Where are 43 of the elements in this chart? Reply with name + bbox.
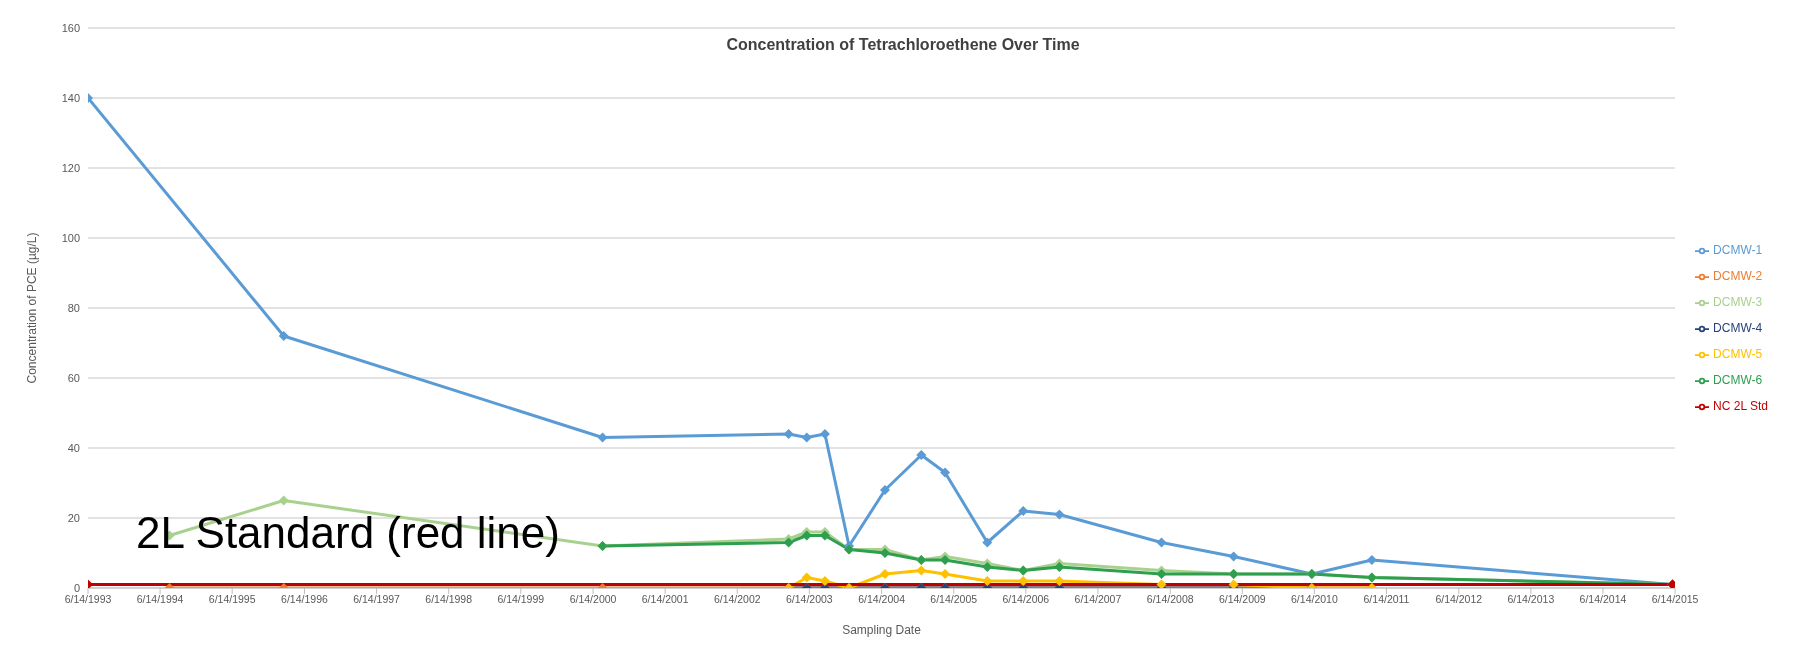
x-tick-label: 6/14/1993 xyxy=(64,593,112,606)
legend-label: DCMW-2 xyxy=(1713,269,1763,283)
x-tick-label: 6/14/1998 xyxy=(425,593,473,606)
x-tick-label: 6/14/2011 xyxy=(1363,593,1410,606)
x-tick-label: 6/14/2003 xyxy=(785,593,833,606)
x-tick-label: 6/14/2001 xyxy=(641,593,689,606)
y-tick-label: 160 xyxy=(61,21,80,34)
y-tick-label: 120 xyxy=(61,161,80,174)
x-axis-title: Sampling Date xyxy=(842,623,922,637)
y-tick-label: 0 xyxy=(73,581,80,594)
legend-label: DCMW-4 xyxy=(1713,321,1763,335)
x-tick-label: 6/14/1999 xyxy=(497,593,545,606)
x-tick-label: 6/14/1996 xyxy=(281,593,328,606)
text: Concentration of Tetrachloroethene Over Time xyxy=(725,36,1081,54)
x-tick-label: 6/14/2013 xyxy=(1507,593,1555,606)
legend-label: NC 2L Std xyxy=(1713,399,1768,413)
x-tick-label: 6/14/2015 xyxy=(1651,593,1699,606)
x-tick-label: 6/14/1994 xyxy=(136,593,184,606)
y-tick-label: 140 xyxy=(61,91,80,104)
x-tick-label: 6/14/2000 xyxy=(569,593,617,606)
y-tick-label: 60 xyxy=(67,371,80,384)
x-tick-label: 6/14/2010 xyxy=(1291,593,1338,606)
x-tick-label: 6/14/2004 xyxy=(858,593,906,606)
legend-label: DCMW-5 xyxy=(1713,347,1763,361)
y-tick-label: 100 xyxy=(61,231,80,244)
x-tick-label: 6/14/1997 xyxy=(353,593,401,606)
y-tick-label: 40 xyxy=(67,441,80,454)
x-tick-label: 6/14/2005 xyxy=(930,593,978,606)
legend-label: DCMW-6 xyxy=(1713,373,1763,387)
x-tick-label: 6/14/2002 xyxy=(713,593,761,606)
legend-label: DCMW-1 xyxy=(1713,243,1763,257)
annotation: 2L Standard (red line) xyxy=(136,508,560,558)
x-tick-label: 6/14/2006 xyxy=(1002,593,1050,606)
x-tick-label: 6/14/2007 xyxy=(1074,593,1122,606)
x-tick-label: 6/14/2009 xyxy=(1218,593,1266,606)
y-tick-label: 80 xyxy=(67,301,80,314)
y-tick-label: 20 xyxy=(67,511,80,524)
x-tick-label: 6/14/2012 xyxy=(1435,593,1483,606)
x-tick-label: 6/14/2008 xyxy=(1146,593,1194,606)
x-tick-label: 6/14/1995 xyxy=(208,593,256,606)
y-axis-title: Concentration of PCE (µg/L) xyxy=(25,232,40,384)
x-tick-label: 6/14/2014 xyxy=(1579,593,1627,606)
legend-label: DCMW-3 xyxy=(1713,295,1763,309)
